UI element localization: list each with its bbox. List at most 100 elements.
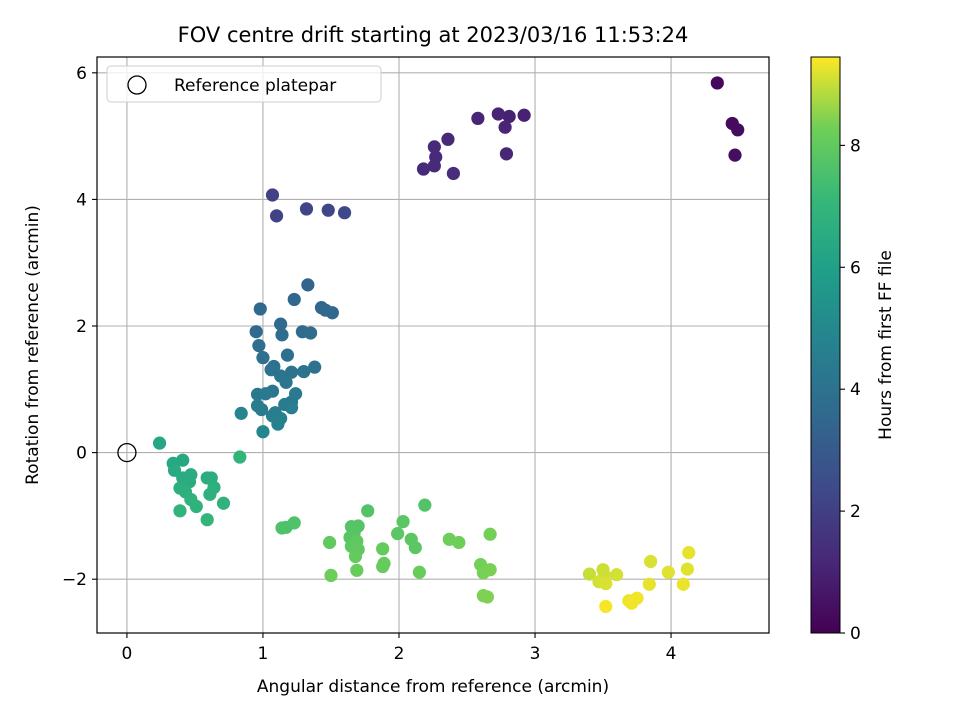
colorbar: 0 2 4 6 8 Hours from first FF file (810, 56, 896, 644)
colorbar-tick-label: 0 (850, 624, 861, 644)
data-point (376, 542, 390, 556)
data-point (610, 568, 624, 582)
data-point (287, 292, 301, 307)
data-point (182, 475, 197, 489)
data-point (728, 148, 742, 162)
data-point (303, 326, 318, 340)
colorbar-tick-label: 4 (850, 380, 861, 400)
data-point (275, 328, 289, 342)
data-point (265, 188, 280, 202)
data-point (256, 425, 270, 439)
data-point (350, 563, 364, 577)
x-axis-ticks: 0 1 2 3 4 (122, 633, 677, 664)
data-point (274, 317, 288, 331)
data-point (661, 565, 675, 579)
y-axis-label: Rotation from reference (arcmin) (23, 205, 43, 485)
legend-box (106, 65, 382, 103)
colorbar-gradient (810, 56, 841, 634)
data-point (412, 565, 426, 579)
x-tick-label: 1 (258, 644, 269, 664)
data-point (582, 567, 597, 581)
x-tick-label: 2 (394, 644, 405, 664)
data-point (216, 496, 231, 510)
legend-label-reference: Reference platepar (174, 76, 336, 96)
data-point (252, 339, 266, 353)
data-point (279, 375, 293, 389)
y-tick-label: 2 (76, 317, 87, 337)
data-point (254, 402, 269, 417)
data-point (710, 76, 724, 90)
data-point (416, 162, 431, 176)
legend-marker-reference-icon (127, 75, 147, 95)
colorbar-tick-label: 6 (850, 258, 861, 278)
x-tick-label: 3 (530, 644, 541, 664)
data-point (249, 325, 263, 339)
data-point (408, 540, 422, 555)
data-point (680, 562, 694, 576)
data-point (264, 363, 278, 377)
data-point (233, 450, 247, 464)
data-point (299, 202, 314, 216)
y-tick-label: 0 (76, 444, 87, 464)
data-point (376, 559, 390, 574)
data-point (599, 577, 613, 591)
grid-lines (97, 57, 769, 633)
data-point (418, 498, 432, 512)
data-point (599, 599, 613, 614)
data-point (259, 387, 273, 401)
plot-frame (96, 56, 770, 634)
colorbar-tick-label: 2 (850, 502, 861, 522)
data-point (731, 123, 745, 137)
x-tick-label: 0 (122, 644, 133, 664)
data-point (284, 401, 299, 415)
data-point (256, 351, 270, 365)
data-point (325, 306, 339, 320)
data-point (427, 140, 441, 154)
data-point (452, 535, 466, 550)
x-tick-label: 4 (666, 644, 677, 664)
data-point (483, 563, 497, 577)
colorbar-tick-label: 8 (850, 136, 861, 156)
data-point (676, 577, 690, 591)
data-points (152, 76, 745, 614)
data-point (682, 546, 696, 560)
data-point (308, 360, 322, 374)
data-point (152, 436, 167, 450)
y-tick-label: 6 (76, 64, 87, 84)
data-point (446, 166, 461, 181)
data-point (271, 417, 285, 431)
data-point (517, 108, 531, 122)
data-point (483, 527, 497, 541)
data-point (498, 120, 512, 134)
data-point (324, 568, 338, 583)
data-point (441, 132, 455, 146)
data-point (491, 107, 505, 121)
data-point (176, 453, 190, 467)
data-point (427, 159, 441, 173)
data-point (361, 504, 375, 518)
data-point (203, 487, 217, 501)
x-axis-label: Angular distance from reference (arcmin) (257, 677, 609, 697)
data-point (280, 348, 295, 362)
data-point (471, 111, 485, 125)
colorbar-ticks: 0 2 4 6 8 (840, 136, 861, 644)
y-axis-ticks: −2 0 2 4 6 (62, 64, 97, 590)
data-point (644, 554, 658, 569)
data-point (625, 596, 639, 610)
data-point (269, 209, 284, 223)
data-point (173, 504, 187, 518)
data-point (348, 549, 363, 564)
data-point (642, 577, 656, 591)
data-point (200, 513, 214, 527)
data-point (287, 516, 301, 530)
data-point (396, 514, 410, 529)
data-point (502, 109, 516, 124)
data-point (189, 499, 203, 514)
chart-title: FOV centre drift starting at 2023/03/16 … (178, 23, 689, 47)
y-tick-label: −2 (62, 570, 87, 590)
legend: Reference platepar (106, 65, 382, 103)
data-point (480, 590, 495, 604)
data-point (297, 364, 311, 379)
reference-marker-group (117, 442, 137, 463)
